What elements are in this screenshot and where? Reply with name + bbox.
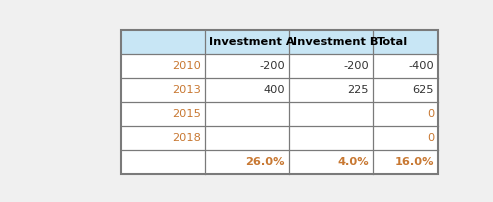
Text: 2013: 2013 xyxy=(172,85,201,95)
Text: -400: -400 xyxy=(408,61,434,71)
Bar xyxy=(121,102,438,126)
Text: 2018: 2018 xyxy=(172,133,201,143)
Text: Investment B: Investment B xyxy=(293,37,378,47)
Text: 0: 0 xyxy=(427,133,434,143)
Text: -200: -200 xyxy=(259,61,285,71)
Text: 2010: 2010 xyxy=(172,61,201,71)
Text: -200: -200 xyxy=(344,61,369,71)
Bar xyxy=(121,54,438,78)
Bar xyxy=(121,78,438,102)
Text: 625: 625 xyxy=(413,85,434,95)
Text: Total: Total xyxy=(377,37,408,47)
Bar xyxy=(121,30,438,54)
Text: 4.0%: 4.0% xyxy=(338,157,369,167)
Text: 26.0%: 26.0% xyxy=(246,157,285,167)
Text: 225: 225 xyxy=(348,85,369,95)
Text: 16.0%: 16.0% xyxy=(395,157,434,167)
Bar xyxy=(121,149,438,174)
Text: 2015: 2015 xyxy=(172,109,201,119)
Text: 0: 0 xyxy=(427,109,434,119)
Bar xyxy=(121,126,438,149)
Text: Investment A: Investment A xyxy=(209,37,294,47)
Text: 400: 400 xyxy=(263,85,285,95)
Bar xyxy=(121,30,438,174)
